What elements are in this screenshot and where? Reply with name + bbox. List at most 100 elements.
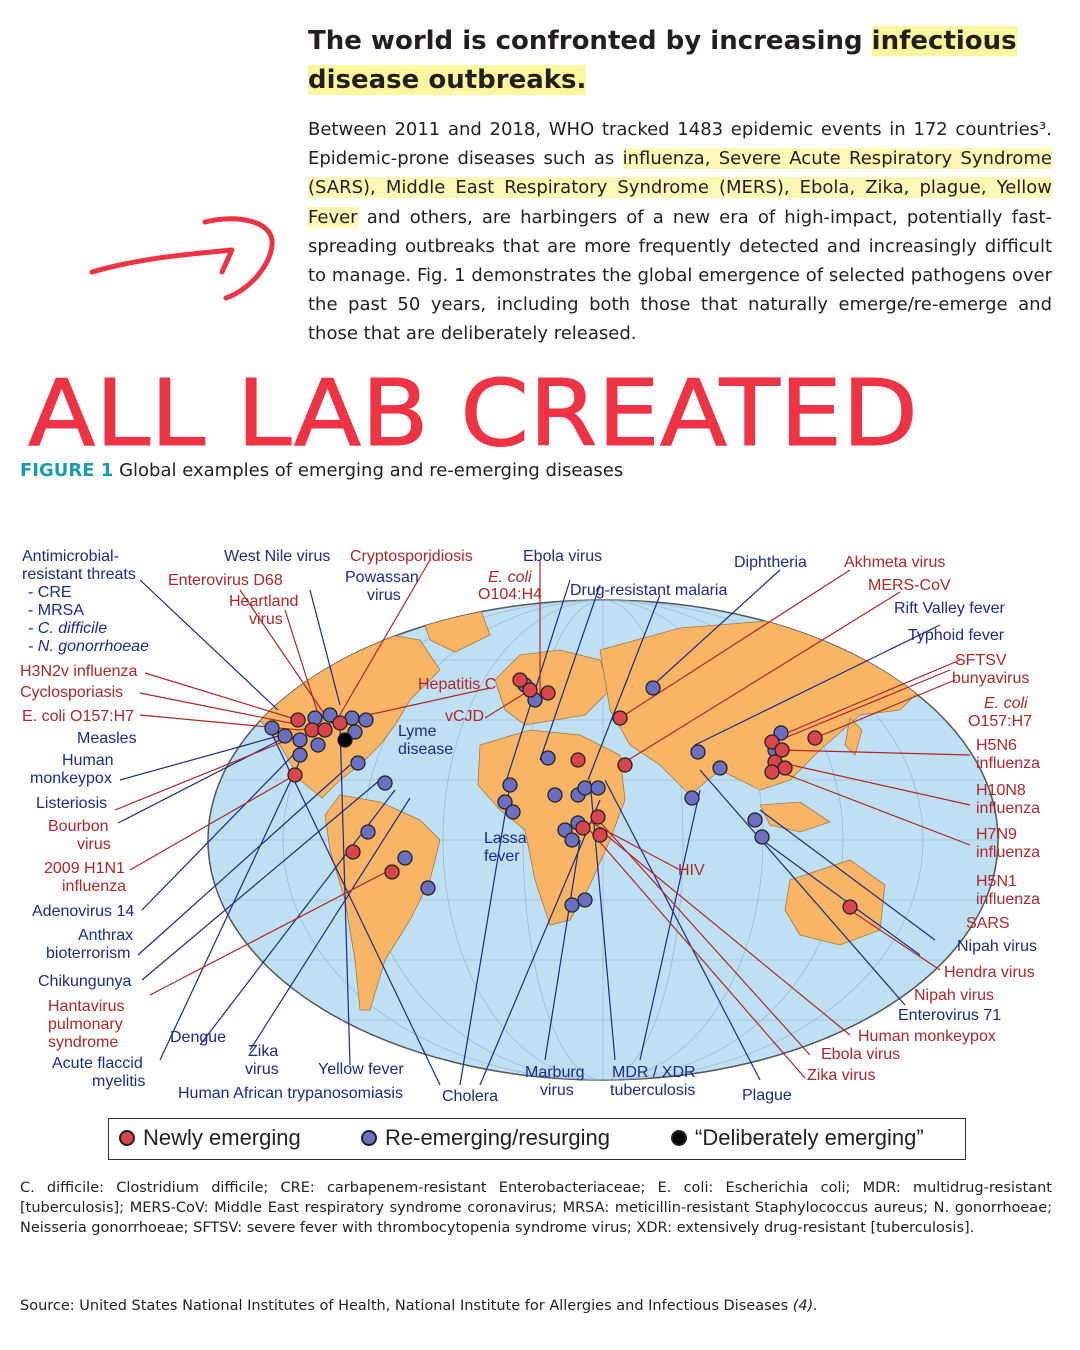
marker-newly <box>590 809 606 825</box>
label-lassa2: fever <box>484 848 520 865</box>
main-heading: The world is confronted by increasing in… <box>308 22 1048 100</box>
label-hanta2: pulmonary <box>48 1016 123 1033</box>
marker-reemerging <box>347 724 363 740</box>
label-ngon: - N. gonorrhoeae <box>28 638 149 655</box>
label-zika2: virus <box>245 1061 279 1078</box>
label-hepc: Hepatitis C <box>418 676 497 693</box>
label-listeriosis: Listeriosis <box>36 795 108 812</box>
marker-reemerging <box>564 832 580 848</box>
heading-part1: The world is confronted by increasing <box>308 26 872 56</box>
label-human-mpx-r: Human monkeypox <box>858 1028 996 1045</box>
label-h5n1-1: H5N1 <box>976 873 1017 890</box>
label-ev71: Enterovirus 71 <box>898 1007 1002 1024</box>
marker-newly <box>764 734 780 750</box>
legend-newly-label: Newly emerging <box>143 1125 301 1150</box>
marker-newly <box>540 685 556 701</box>
leader-lines <box>114 559 971 1086</box>
label-ecoli-r1: E. coli <box>984 695 1028 712</box>
label-ebola-r: Ebola virus <box>821 1046 901 1063</box>
marker-reemerging <box>277 728 293 744</box>
label-nipah1: Nipah virus <box>957 938 1038 955</box>
label-ecoli-left: E. coli O157:H7 <box>22 708 135 725</box>
marker-reemerging <box>497 794 513 810</box>
map-legend: Newly emerging Re-emerging/resurging “De… <box>108 1118 966 1160</box>
marker-newly <box>304 722 320 738</box>
label-adeno: Adenovirus 14 <box>32 903 135 920</box>
marker-newly <box>522 682 538 698</box>
label-h5n1-2: influenza <box>976 891 1041 908</box>
world-map-figure: Antimicrobial- resistant threats - CRE -… <box>0 540 1080 1120</box>
label-mdr1: MDR / XDR <box>612 1064 696 1081</box>
marker-newly <box>345 844 361 860</box>
marker-reemerging <box>358 712 374 728</box>
legend-deliberate: “Deliberately emerging” <box>671 1125 924 1151</box>
label-ecoli-top2: O104:H4 <box>478 586 543 603</box>
marker-reemerging <box>397 850 413 866</box>
marker-newly <box>384 864 400 880</box>
label-antimicrobial: Antimicrobial- <box>22 548 119 565</box>
label-heartland1: Heartland <box>229 593 299 610</box>
japan <box>844 717 863 756</box>
legend-deliberate-label: “Deliberately emerging” <box>695 1125 924 1150</box>
marker-reemerging <box>264 720 280 736</box>
label-marburg2: virus <box>540 1082 574 1099</box>
marker-reemerging <box>292 732 308 748</box>
marker-newly <box>774 742 790 758</box>
marker-reemerging <box>292 747 308 763</box>
marker-newly <box>777 760 793 776</box>
legend-reemerging-dot <box>361 1130 377 1146</box>
marker-reemerging <box>747 812 763 828</box>
label-h10n8-1: H10N8 <box>976 782 1026 799</box>
marker-reemerging <box>377 775 393 791</box>
handwritten-text: ALL LAB CREATED <box>28 360 918 467</box>
paragraph-s1: Between 2011 and 2018, WHO tracked 1483 … <box>308 119 1052 170</box>
label-zika1: Zika <box>248 1043 279 1060</box>
label-drugmal: Drug-resistant malaria <box>570 582 728 599</box>
label-ebola-top: Ebola virus <box>523 548 603 565</box>
label-anthrax1: Anthrax <box>78 927 134 944</box>
marker-deliberate <box>337 732 353 748</box>
label-powassan2: virus <box>367 587 401 604</box>
marker-reemerging <box>645 680 661 696</box>
legend-reemerging: Re-emerging/resurging <box>361 1125 610 1151</box>
label-ecoli-top1: E. coli <box>488 569 532 586</box>
label-crypto: Cryptosporidiosis <box>350 548 473 565</box>
marker-newly <box>764 764 780 780</box>
marker-newly <box>575 820 591 836</box>
label-entero: Enterovirus D68 <box>168 572 283 589</box>
label-powassan1: Powassan <box>345 569 419 586</box>
marker-newly <box>317 722 333 738</box>
label-akhmeta: Akhmeta virus <box>844 554 946 571</box>
label-heartland2: virus <box>249 611 283 628</box>
figure-footnote: C. difficile: Clostridium difficile; CRE… <box>20 1180 1052 1236</box>
label-hiv: HIV <box>678 862 705 879</box>
label-measles: Measles <box>77 730 137 747</box>
source-ref: (4). <box>792 1298 818 1314</box>
marker-reemerging <box>322 707 338 723</box>
label-lyme1: Lyme <box>398 723 437 740</box>
marker-reemerging <box>590 780 606 796</box>
label-mdr2: tuberculosis <box>610 1082 696 1099</box>
marker-reemerging <box>350 755 366 771</box>
marker-reemerging <box>360 824 376 840</box>
label-diphtheria: Diphtheria <box>734 554 807 571</box>
label-mrsa: - MRSA <box>28 602 84 619</box>
marker-reemerging <box>502 777 518 793</box>
marker-reemerging <box>577 780 593 796</box>
southeast-asia <box>759 801 831 833</box>
marker-reemerging <box>577 892 593 908</box>
label-anthrax2: bioterrorism <box>46 945 131 962</box>
world-map <box>114 559 999 1086</box>
marker-newly <box>512 672 528 688</box>
marker-reemerging <box>712 760 728 776</box>
label-bourbon2: virus <box>77 836 111 853</box>
label-lassa1: Lassa <box>484 830 527 847</box>
label-h1n1-2: influenza <box>62 878 127 895</box>
label-yellow: Yellow fever <box>318 1061 404 1078</box>
label-dengue: Dengue <box>170 1029 227 1046</box>
label-cre: - CRE <box>28 584 72 601</box>
legend-newly-dot <box>119 1130 135 1146</box>
label-sars: SARS <box>966 915 1010 932</box>
marker-newly <box>290 712 306 728</box>
legend-deliberate-dot <box>671 1130 687 1146</box>
